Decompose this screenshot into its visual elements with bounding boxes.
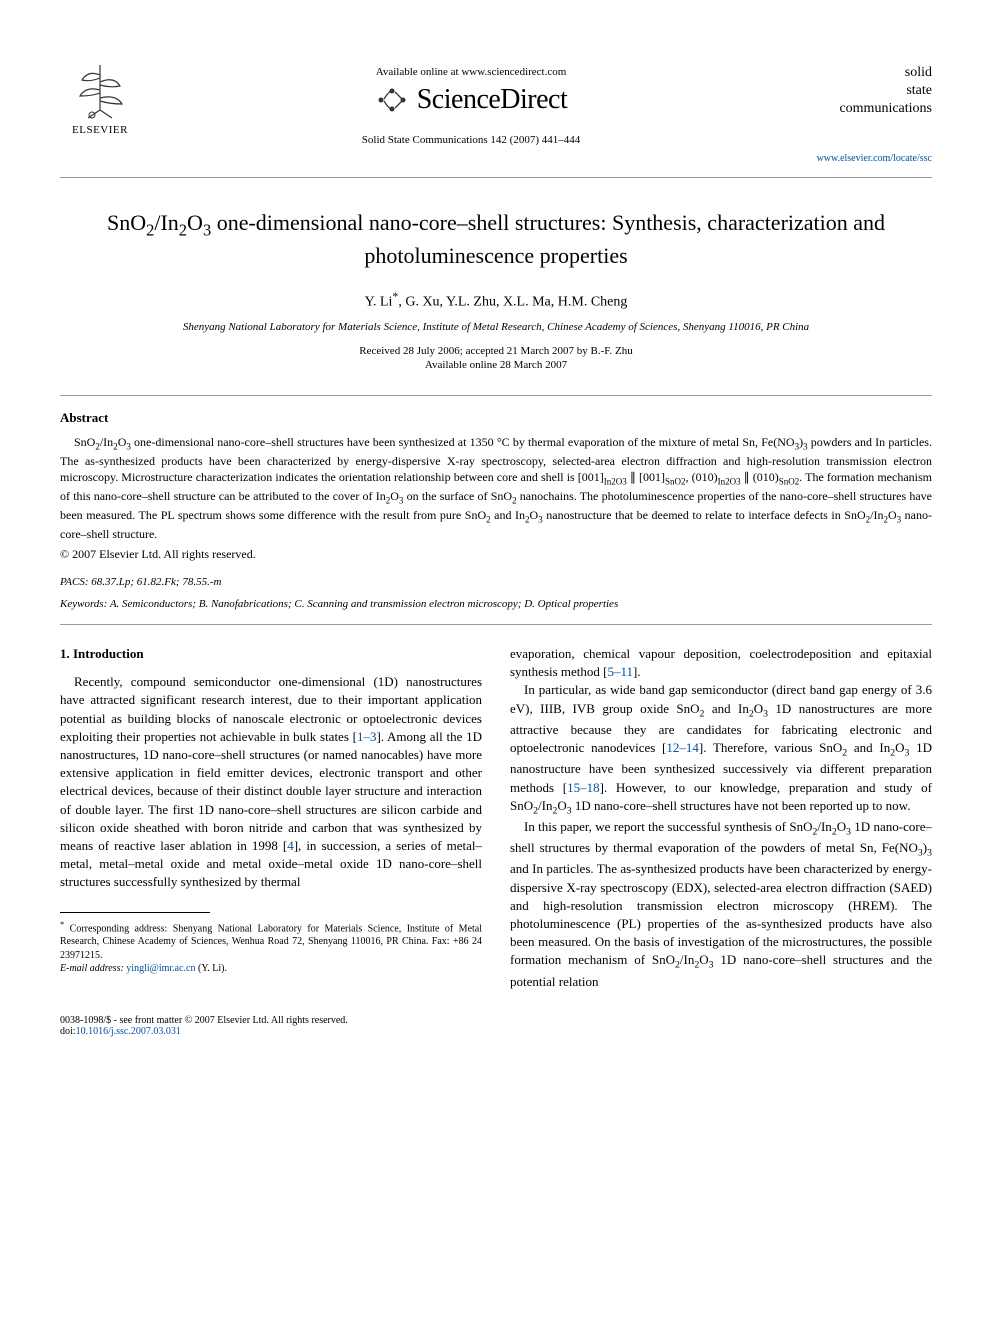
- journal-title-block: solid state communications www.elsevier.…: [802, 60, 932, 165]
- doi-line: doi:10.1016/j.ssc.2007.03.031: [60, 1026, 348, 1037]
- footer-left: 0038-1098/$ - see front matter © 2007 El…: [60, 1015, 348, 1037]
- journal-title-stack: solid state communications: [802, 64, 932, 119]
- pacs-values: 68.37.Lp; 61.82.Fk; 78.55.-m: [91, 576, 221, 588]
- sciencedirect-wordmark: ScienceDirect: [417, 84, 568, 116]
- author-list: Y. Li*, G. Xu, Y.L. Zhu, X.L. Ma, H.M. C…: [60, 289, 932, 311]
- sciencedirect-block: Available online at www.sciencedirect.co…: [140, 60, 802, 146]
- journal-title-line: solid: [802, 64, 932, 82]
- keywords-label: Keywords:: [60, 598, 107, 610]
- body-paragraph: Recently, compound semiconductor one-dim…: [60, 673, 482, 891]
- body-paragraph: In particular, as wide band gap semicond…: [510, 681, 932, 817]
- page-footer: 0038-1098/$ - see front matter © 2007 El…: [60, 1015, 932, 1037]
- journal-homepage-link[interactable]: www.elsevier.com/locate/ssc: [817, 153, 932, 164]
- abstract-section: Abstract SnO2/In2O3 one-dimensional nano…: [60, 410, 932, 563]
- available-online-text: Available online at www.sciencedirect.co…: [140, 66, 802, 78]
- left-column: 1. Introduction Recently, compound semic…: [60, 645, 482, 991]
- journal-title-line: state: [802, 82, 932, 100]
- pacs-line: PACS: 68.37.Lp; 61.82.Fk; 78.55.-m: [60, 576, 932, 588]
- abstract-text: SnO2/In2O3 one-dimensional nano-core–she…: [60, 434, 932, 544]
- email-person: (Y. Li).: [198, 963, 227, 974]
- email-label: E-mail address:: [60, 963, 124, 974]
- available-online-date: Available online 28 March 2007: [60, 359, 932, 371]
- abstract-heading: Abstract: [60, 410, 932, 426]
- pacs-label: PACS:: [60, 576, 89, 588]
- publisher-logo-block: ELSEVIER: [60, 60, 140, 136]
- doi-label: doi:: [60, 1026, 76, 1037]
- journal-title-line: communications: [802, 100, 932, 118]
- footnote-rule: [60, 912, 210, 913]
- divider: [60, 624, 932, 625]
- divider: [60, 395, 932, 396]
- article-dates: Received 28 July 2006; accepted 21 March…: [60, 345, 932, 357]
- corresponding-author-note: * Corresponding address: Shenyang Nation…: [60, 919, 482, 963]
- doi-link[interactable]: 10.1016/j.ssc.2007.03.031: [76, 1026, 181, 1037]
- elsevier-tree-icon: [70, 60, 130, 120]
- body-paragraph: evaporation, chemical vapour deposition,…: [510, 645, 932, 681]
- journal-reference: Solid State Communications 142 (2007) 44…: [140, 134, 802, 146]
- sciencedirect-mark-icon: [375, 85, 409, 115]
- keywords-line: Keywords: A. Semiconductors; B. Nanofabr…: [60, 598, 932, 610]
- right-column: evaporation, chemical vapour deposition,…: [510, 645, 932, 991]
- abstract-copyright: © 2007 Elsevier Ltd. All rights reserved…: [60, 547, 932, 562]
- journal-header: ELSEVIER Available online at www.science…: [60, 60, 932, 178]
- front-matter-line: 0038-1098/$ - see front matter © 2007 El…: [60, 1015, 348, 1026]
- corresponding-email-link[interactable]: yingli@imr.ac.cn: [126, 963, 195, 974]
- corresponding-email-line: E-mail address: yingli@imr.ac.cn (Y. Li)…: [60, 962, 482, 976]
- section-heading: 1. Introduction: [60, 645, 482, 663]
- sciencedirect-logo-row: ScienceDirect: [140, 84, 802, 116]
- article-title: SnO2/In2O3 one-dimensional nano-core–she…: [90, 208, 902, 271]
- affiliation: Shenyang National Laboratory for Materia…: [60, 321, 932, 333]
- body-paragraph: In this paper, we report the successful …: [510, 818, 932, 991]
- publisher-label: ELSEVIER: [60, 124, 140, 136]
- keywords-values: A. Semiconductors; B. Nanofabrications; …: [110, 598, 618, 610]
- body-columns: 1. Introduction Recently, compound semic…: [60, 645, 932, 991]
